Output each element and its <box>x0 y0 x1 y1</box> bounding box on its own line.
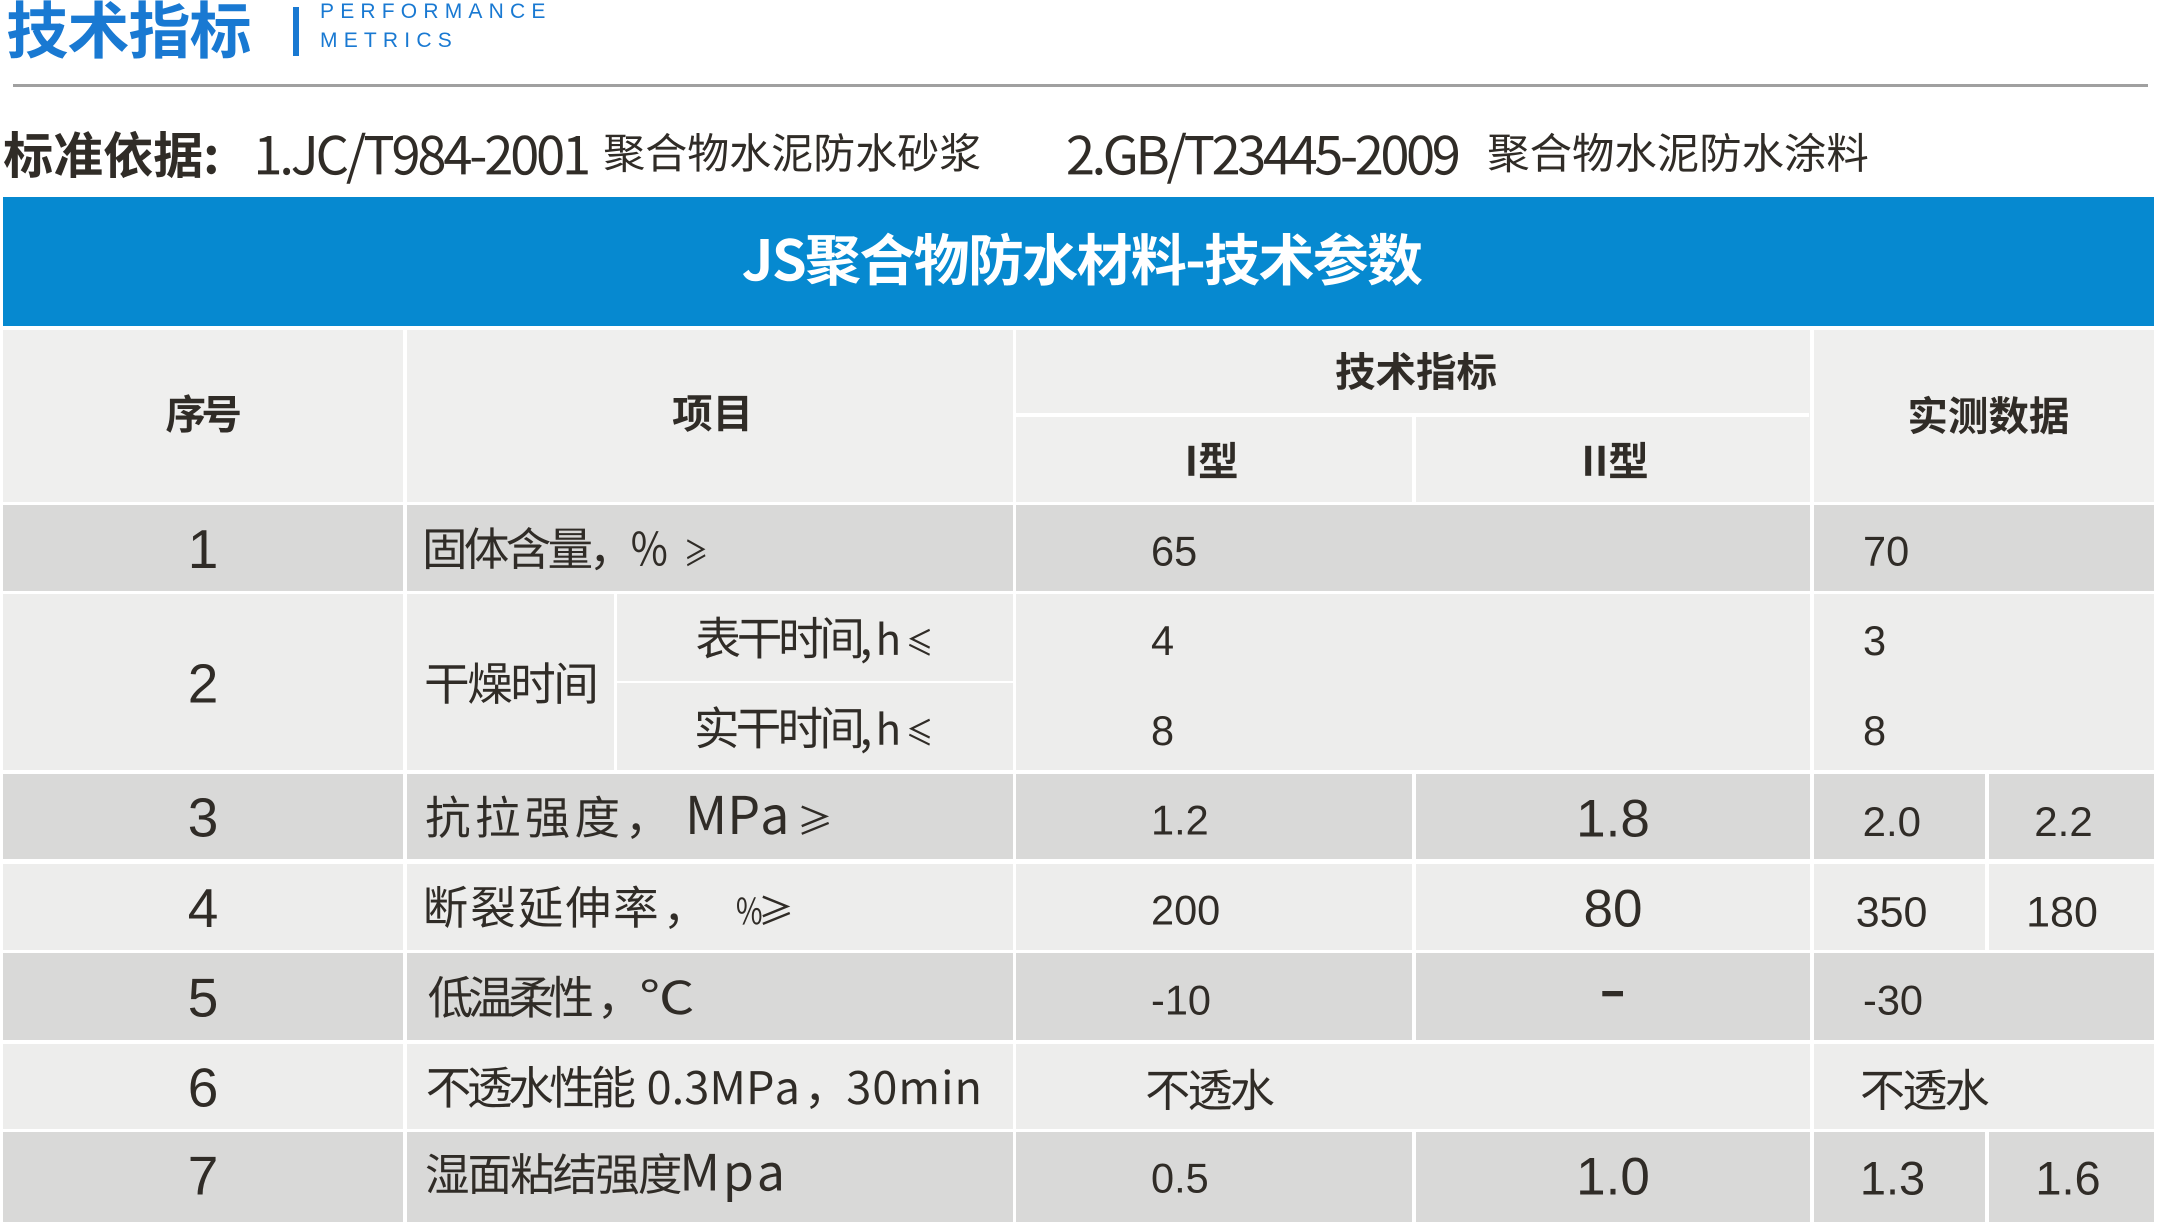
svg-text:5: 5 <box>188 967 219 1029</box>
svg-text:METRICS: METRICS <box>320 29 458 52</box>
svg-text:4: 4 <box>1151 617 1174 664</box>
svg-text:PERFORMANCE: PERFORMANCE <box>320 0 552 23</box>
svg-text:2: 2 <box>188 652 219 714</box>
svg-text:1.2: 1.2 <box>1151 796 1209 843</box>
svg-text:70: 70 <box>1863 528 1909 575</box>
svg-text:1.3: 1.3 <box>1860 1152 1925 1205</box>
svg-text:80: 80 <box>1584 879 1643 938</box>
svg-text:1.6: 1.6 <box>2035 1152 2100 1205</box>
svg-text:65: 65 <box>1151 528 1197 575</box>
svg-text:1.0: 1.0 <box>1576 1147 1650 1206</box>
svg-text:6: 6 <box>188 1057 219 1119</box>
svg-text:-30: -30 <box>1863 976 1923 1023</box>
svg-text:0.5: 0.5 <box>1151 1154 1209 1201</box>
svg-text:2.0: 2.0 <box>1863 798 1921 845</box>
svg-text:7: 7 <box>188 1145 219 1207</box>
svg-text:8: 8 <box>1863 707 1886 754</box>
svg-text:1: 1 <box>188 518 219 580</box>
svg-text:-10: -10 <box>1151 976 1211 1023</box>
svg-text:3: 3 <box>188 787 219 849</box>
svg-text:8: 8 <box>1151 707 1174 754</box>
svg-text:2.2: 2.2 <box>2034 798 2092 845</box>
svg-text:180: 180 <box>2026 889 2098 937</box>
svg-text:1.8: 1.8 <box>1576 789 1650 848</box>
svg-text:350: 350 <box>1856 889 1928 937</box>
svg-text:4: 4 <box>188 877 219 939</box>
svg-text:200: 200 <box>1151 886 1220 933</box>
svg-text:3: 3 <box>1863 617 1886 664</box>
